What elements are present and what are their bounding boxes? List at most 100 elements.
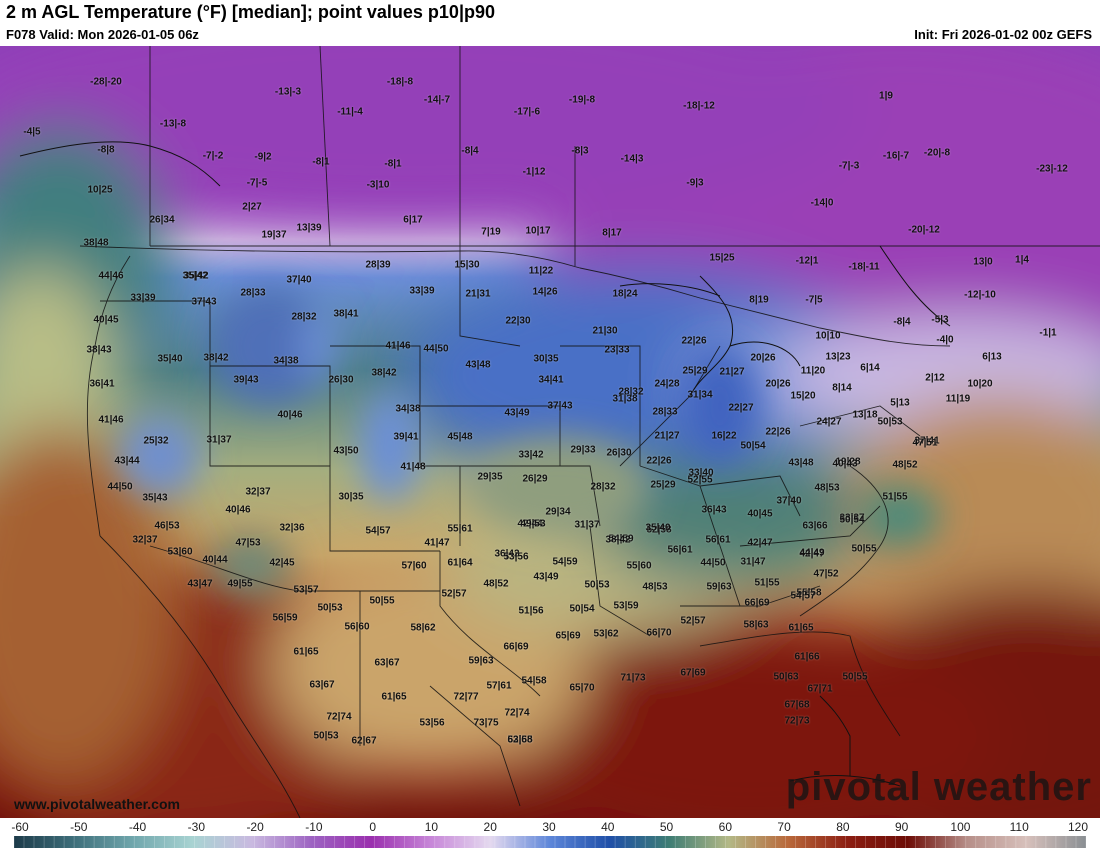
point-value-label: -23|-12 (1036, 163, 1068, 175)
point-value-label: 52|57 (441, 588, 467, 600)
point-value-label: -13|-3 (274, 86, 302, 98)
point-value-label: 43|48 (788, 457, 814, 469)
point-value-label: 43|50 (333, 445, 359, 457)
point-value-label: 10|25 (87, 184, 113, 196)
point-value-label: -8|1 (312, 156, 330, 168)
point-value-label: -4|5 (23, 126, 41, 138)
point-value-label: -1|12 (522, 166, 546, 178)
point-value-label: 50|54 (569, 603, 595, 615)
point-value-label: 72|73 (784, 715, 810, 727)
point-value-label: -1|1 (1039, 327, 1057, 339)
point-value-label: 30|35 (338, 491, 364, 503)
point-value-label: 41|48 (400, 461, 426, 473)
point-value-label: 51|55 (754, 577, 780, 589)
colorbar-tick-label: -20 (246, 820, 264, 834)
point-value-label: 15|25 (709, 252, 735, 264)
point-value-label: 53|62 (593, 628, 619, 640)
point-value-label: 11|20 (800, 365, 826, 377)
point-value-label: 54|58 (521, 675, 547, 687)
point-value-label: -18|-8 (386, 76, 414, 88)
point-value-label: 1|9 (879, 90, 893, 102)
point-value-label: -18|-12 (683, 100, 715, 112)
point-value-label: 28|39 (365, 259, 391, 271)
point-value-label: 28|32 (291, 311, 317, 323)
point-value-label: 54|57 (790, 590, 816, 602)
point-value-label: -14|0 (810, 197, 834, 209)
point-value-label: 38|48 (83, 237, 109, 249)
point-value-label: 36|43 (701, 504, 727, 516)
point-value-label: 71|73 (620, 672, 646, 684)
point-value-label: 56|61 (667, 544, 693, 556)
point-value-label: 36|42 (494, 548, 520, 560)
point-value-label: -13|-8 (159, 118, 187, 130)
point-value-label: 20|26 (765, 378, 791, 390)
point-value-label: 19|37 (261, 229, 287, 241)
point-value-label: 43|48 (465, 359, 491, 371)
point-value-label: 35|40 (157, 353, 183, 365)
point-value-label: 63|68 (507, 734, 533, 746)
point-value-label: 48|53 (642, 581, 668, 593)
point-value-label: 21|27 (654, 430, 680, 442)
point-value-label: 52|57 (680, 615, 706, 627)
point-value-label: 1|4 (1015, 254, 1029, 266)
point-value-label: 72|74 (504, 707, 530, 719)
point-value-label: 6|13 (982, 351, 1002, 363)
point-value-label: -18|-11 (848, 261, 880, 273)
point-value-label: 29|33 (570, 444, 596, 456)
point-value-label: 15|30 (454, 259, 480, 271)
point-value-label: 44|50 (700, 557, 726, 569)
point-value-label: 63|67 (309, 679, 335, 691)
colorbar-tick-label: 60 (718, 820, 733, 834)
point-value-label: -20|-12 (908, 224, 940, 236)
point-value-label: 61|65 (293, 646, 319, 658)
point-value-label: 57|61 (486, 680, 512, 692)
point-value-label: 50|54 (839, 514, 865, 526)
point-value-label: 32|37 (132, 534, 158, 546)
point-value-label: -8|4 (461, 145, 479, 157)
point-value-label: 11|22 (528, 265, 554, 277)
point-value-label: 31|38 (612, 393, 638, 405)
point-value-label: 8|14 (832, 382, 852, 394)
point-value-label: 52|55 (507, 734, 533, 746)
colorbar-tick-label: 120 (1067, 820, 1089, 834)
point-value-label: 34|41 (538, 374, 564, 386)
point-value-label: 59|63 (468, 655, 494, 667)
point-value-label: 42|45 (269, 557, 295, 569)
point-value-label: 58|62 (410, 622, 436, 634)
point-value-label: 40|46 (277, 409, 303, 421)
point-value-label: 14|26 (532, 286, 558, 298)
point-value-label: 26|29 (522, 473, 548, 485)
point-value-label: 15|20 (790, 390, 816, 402)
point-value-label: 58|63 (743, 619, 769, 631)
point-value-label: 19|28 (835, 456, 861, 468)
point-value-label: -7|5 (805, 294, 823, 306)
colorbar-tick-label: 10 (424, 820, 439, 834)
point-value-label: 43|44 (114, 455, 140, 467)
site-url[interactable]: www.pivotalweather.com (14, 796, 180, 812)
colorbar-strip (14, 836, 1086, 848)
point-value-label: 22|26 (646, 455, 672, 467)
point-value-label: 39|43 (233, 374, 259, 386)
point-value-label: 33|39 (409, 285, 435, 297)
point-value-label: 56|60 (344, 621, 370, 633)
point-value-label: -17|-6 (513, 106, 541, 118)
point-value-label: -8|1 (384, 158, 402, 170)
point-value-label: 37|43 (547, 400, 573, 412)
point-value-label: 31|34 (687, 389, 713, 401)
colorbar-tick-label: -10 (305, 820, 323, 834)
colorbar-tick-label: -50 (70, 820, 88, 834)
point-value-label: 54|59 (608, 533, 634, 545)
point-value-label: 51|56 (518, 605, 544, 617)
point-value-label: 37|43 (191, 296, 217, 308)
point-value-label: 42|47 (799, 548, 825, 560)
point-value-label: 37|41 (914, 435, 940, 447)
point-value-label: 29|35 (477, 471, 503, 483)
point-value-label: 50|54 (740, 440, 766, 452)
point-value-label: 37|40 (286, 274, 312, 286)
colorbar-tick-label: 80 (836, 820, 850, 834)
point-value-label: 13|18 (852, 409, 878, 421)
point-value-label: -14|3 (620, 153, 644, 165)
point-value-label: 24|27 (816, 416, 842, 428)
temperature-map[interactable]: -28|-20 -13|-3 -18|-8 -4|5 -13|-8 -14|-7 -11|-… (0, 46, 1100, 818)
point-value-label: 38|43 (86, 344, 112, 356)
